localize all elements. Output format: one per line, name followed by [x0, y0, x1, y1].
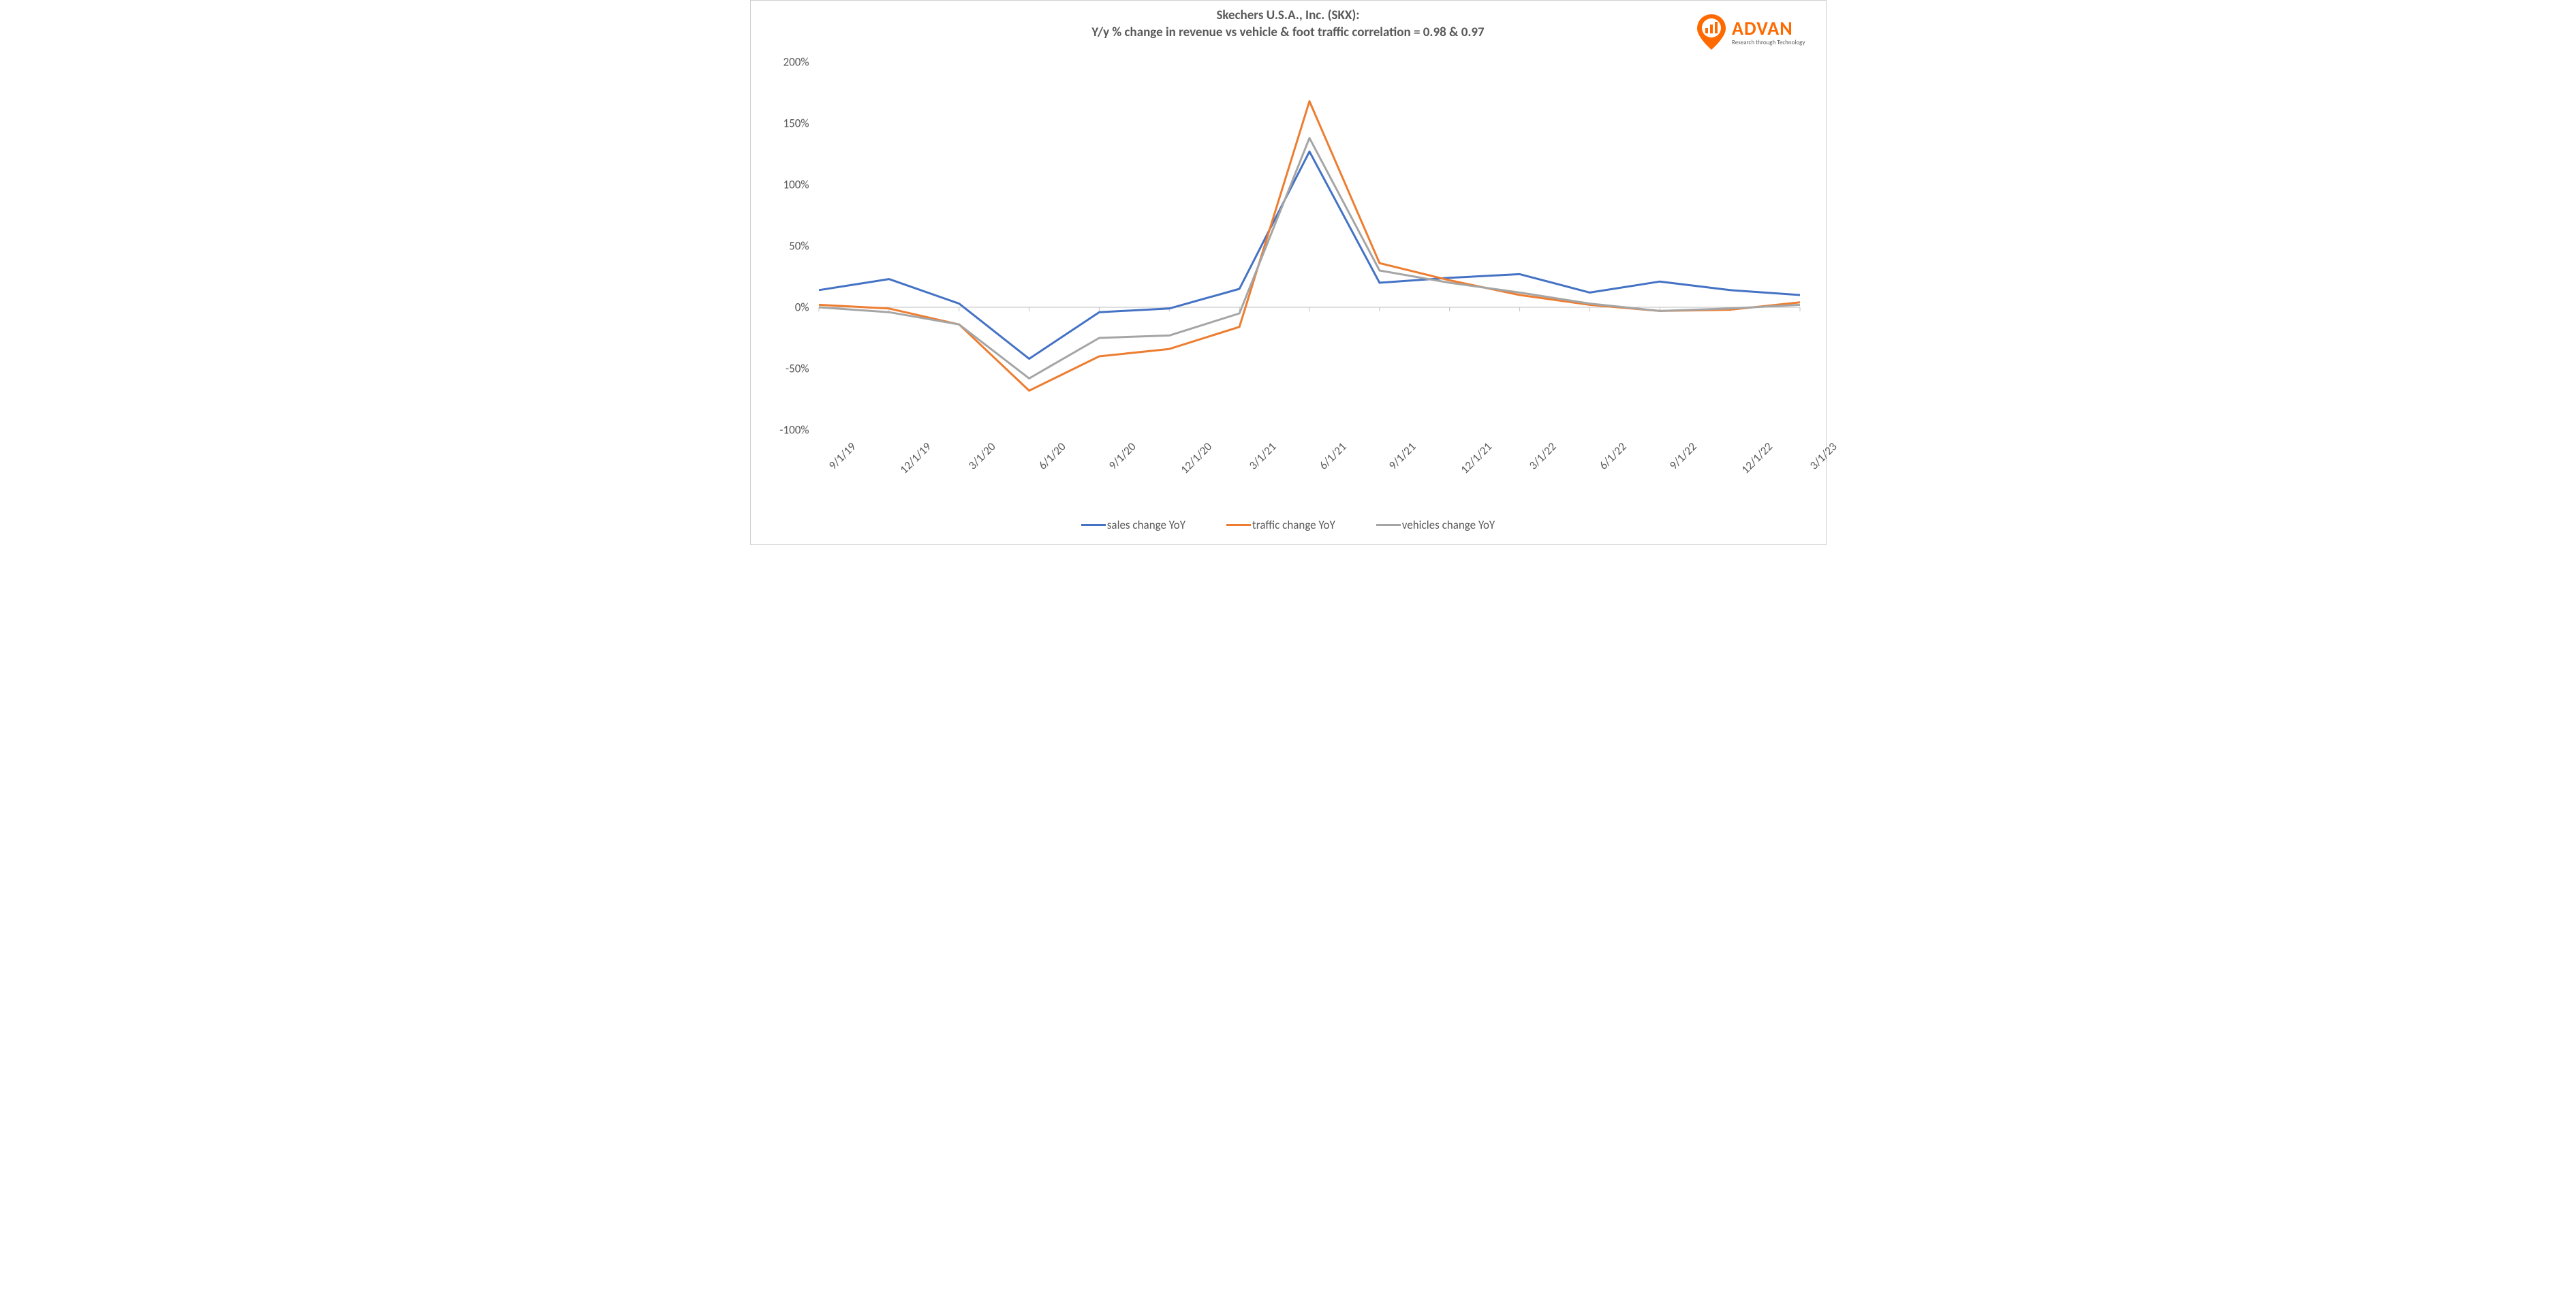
y-axis-label: 100% — [751, 178, 809, 192]
plot-area — [819, 62, 1800, 430]
x-axis-label: 9/1/22 — [1666, 439, 1700, 473]
chart-title: Skechers U.S.A., Inc. (SKX): Y/y % chang… — [751, 7, 1826, 41]
y-axis-label: 150% — [751, 117, 809, 131]
x-axis-label: 12/1/21 — [1458, 439, 1495, 477]
x-axis-label: 9/1/20 — [1106, 439, 1139, 473]
legend-label: sales change YoY — [1107, 518, 1185, 532]
series-line — [819, 138, 1800, 379]
y-axis-label: 200% — [751, 55, 809, 69]
legend-swatch — [1226, 524, 1251, 526]
x-axis-label: 3/1/23 — [1806, 439, 1840, 473]
legend-label: vehicles change YoY — [1402, 518, 1495, 532]
x-axis-label: 12/1/19 — [897, 439, 935, 477]
x-axis-label: 6/1/21 — [1316, 439, 1349, 473]
series-line — [819, 102, 1800, 391]
legend: sales change YoY traffic change YoY vehi… — [751, 518, 1826, 532]
logo-tagline: Research through Technology — [1732, 40, 1805, 46]
series-line — [819, 151, 1800, 358]
logo-pin-icon — [1696, 14, 1726, 50]
y-axis-label: -50% — [751, 362, 809, 376]
y-axis-label: 50% — [751, 239, 809, 253]
legend-item-traffic: traffic change YoY — [1226, 518, 1335, 532]
x-axis-label: 6/1/22 — [1596, 439, 1630, 473]
chart-container: Skechers U.S.A., Inc. (SKX): Y/y % chang… — [750, 0, 1827, 545]
logo-brand: ADVAN — [1732, 19, 1805, 38]
legend-swatch — [1081, 524, 1106, 526]
title-line-2: Y/y % change in revenue vs vehicle & foo… — [751, 25, 1826, 42]
legend-label: traffic change YoY — [1252, 518, 1335, 532]
x-axis-label: 3/1/20 — [965, 439, 999, 473]
x-axis-label: 3/1/21 — [1246, 439, 1279, 473]
y-axis-label: 0% — [751, 300, 809, 315]
legend-item-vehicles: vehicles change YoY — [1376, 518, 1495, 532]
x-axis-label: 12/1/20 — [1177, 439, 1215, 477]
legend-swatch — [1376, 524, 1401, 526]
x-axis-label: 3/1/22 — [1526, 439, 1559, 473]
y-axis-label: -100% — [751, 423, 809, 437]
x-axis-label: 6/1/20 — [1036, 439, 1069, 473]
advan-logo: ADVAN Research through Technology — [1696, 14, 1805, 50]
x-axis-label: 12/1/22 — [1738, 439, 1775, 477]
legend-item-sales: sales change YoY — [1081, 518, 1185, 532]
title-line-1: Skechers U.S.A., Inc. (SKX): — [751, 7, 1826, 25]
x-axis-label: 9/1/19 — [825, 439, 858, 473]
plot-svg — [819, 62, 1800, 430]
x-axis-label: 9/1/21 — [1386, 439, 1419, 473]
